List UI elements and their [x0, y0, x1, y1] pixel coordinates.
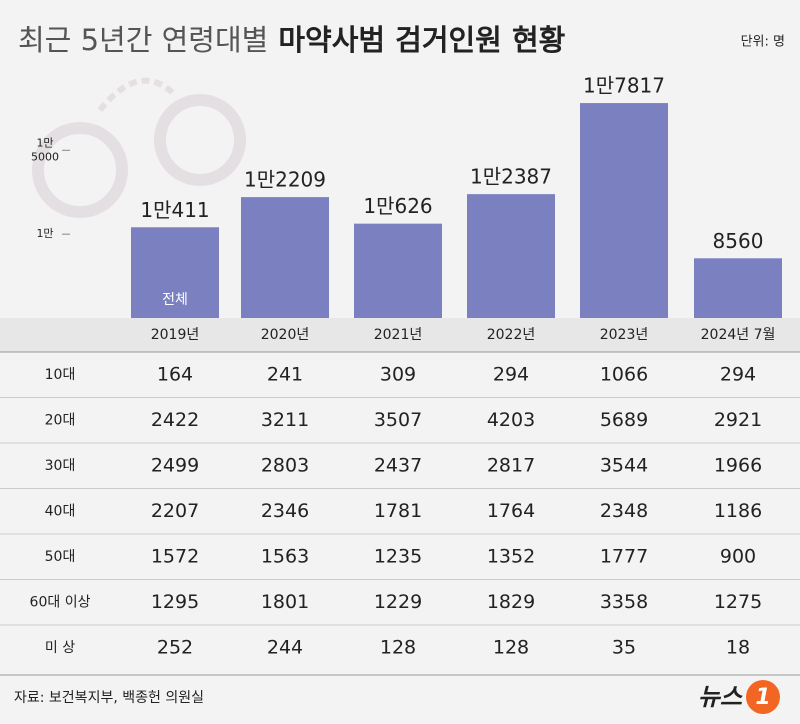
- y-tick-label: 1만 5000: [31, 136, 59, 163]
- table-cell: 35: [612, 636, 636, 658]
- y-tick-line: 1만: [36, 227, 53, 240]
- table-cell: 1764: [487, 500, 535, 522]
- table-cell: 2921: [714, 409, 762, 431]
- table-cell: 18: [726, 636, 750, 658]
- table-cell: 900: [720, 545, 756, 567]
- table-cell: 1781: [374, 500, 422, 522]
- table-cell: 1235: [374, 545, 422, 567]
- x-tick-label: 2020년: [261, 327, 310, 343]
- table-cell: 1829: [487, 591, 535, 613]
- handcuff-decoration: [32, 77, 246, 218]
- bar: [467, 194, 555, 318]
- x-tick-label: 2023년: [600, 327, 649, 343]
- bar-note: 전체: [162, 292, 188, 308]
- table-cell: 1966: [714, 454, 762, 476]
- table-cell: 294: [720, 363, 756, 385]
- value-label: 1만626: [363, 194, 432, 218]
- x-tick-label: 2019년: [151, 327, 200, 343]
- row-label: 미 상: [45, 640, 75, 656]
- table-cell: 1352: [487, 545, 535, 567]
- logo-text: 뉴스: [698, 683, 743, 711]
- row-label: 30대: [45, 458, 76, 474]
- y-tick-label: 1만: [36, 227, 53, 240]
- table-cell: 164: [157, 363, 193, 385]
- value-label: 1만411: [140, 198, 209, 222]
- table-cell: 309: [380, 363, 416, 385]
- table-cell: 1563: [261, 545, 309, 567]
- table-cell: 128: [380, 636, 416, 658]
- table-cell: 128: [493, 636, 529, 658]
- title-bold: 마약사범 검거인원 현황: [278, 23, 565, 57]
- value-label: 1만7817: [583, 74, 665, 98]
- logo-circle: [746, 680, 780, 714]
- title-light: 최근 5년간 연령대별: [18, 23, 268, 57]
- bar: [354, 223, 442, 318]
- table-cell: 1275: [714, 591, 762, 613]
- row-label: 40대: [45, 503, 76, 519]
- source: 자료: 보건복지부, 백종헌 의원실: [14, 690, 204, 706]
- table-cell: 1066: [600, 363, 648, 385]
- table-cell: 1777: [600, 545, 648, 567]
- table-cell: 3544: [600, 454, 648, 476]
- table-cell: 3358: [600, 591, 648, 613]
- table-cell: 2207: [151, 500, 199, 522]
- table-cell: 244: [267, 636, 303, 658]
- table-cell: 3507: [374, 409, 422, 431]
- table-cell: 2346: [261, 500, 309, 522]
- table-cell: 3211: [261, 409, 309, 431]
- table-cell: 252: [157, 636, 193, 658]
- bar: [580, 103, 668, 318]
- unit-label: 단위: 명: [741, 35, 785, 50]
- value-label: 1만2209: [244, 168, 326, 192]
- table-cell: 2422: [151, 409, 199, 431]
- bar: [131, 227, 219, 318]
- category-band: [0, 318, 800, 352]
- table-cell: 1572: [151, 545, 199, 567]
- row-label: 20대: [45, 412, 76, 428]
- x-tick-label: 2022년: [487, 327, 536, 343]
- row-label: 50대: [45, 549, 76, 565]
- chart-title: 최근 5년간 연령대별 마약사범 검거인원 현황: [18, 23, 566, 57]
- table-cell: 5689: [600, 409, 648, 431]
- table-cell: 4203: [487, 409, 535, 431]
- table-cell: 1229: [374, 591, 422, 613]
- logo: 뉴스 1: [698, 680, 780, 714]
- row-label: 60대 이상: [30, 594, 91, 610]
- value-label: 8560: [713, 229, 764, 253]
- table-cell: 2348: [600, 500, 648, 522]
- table-cell: 2817: [487, 454, 535, 476]
- table-cell: 1295: [151, 591, 199, 613]
- table-cell: 2499: [151, 454, 199, 476]
- bar: [694, 258, 782, 318]
- table-cell: 241: [267, 363, 303, 385]
- value-label: 1만2387: [470, 165, 552, 189]
- table-cell: 2803: [261, 454, 309, 476]
- table-cell: 1186: [714, 500, 762, 522]
- bar: [241, 197, 329, 318]
- y-tick-line: 1만: [36, 136, 53, 149]
- row-label: 10대: [45, 367, 76, 383]
- logo-number: 1: [755, 685, 770, 710]
- y-tick-line: 5000: [31, 150, 59, 163]
- x-tick-label: 2021년: [374, 327, 423, 343]
- table-cell: 2437: [374, 454, 422, 476]
- x-tick-label: 2024년 7월: [701, 327, 776, 343]
- table-cell: 294: [493, 363, 529, 385]
- table-cell: 1801: [261, 591, 309, 613]
